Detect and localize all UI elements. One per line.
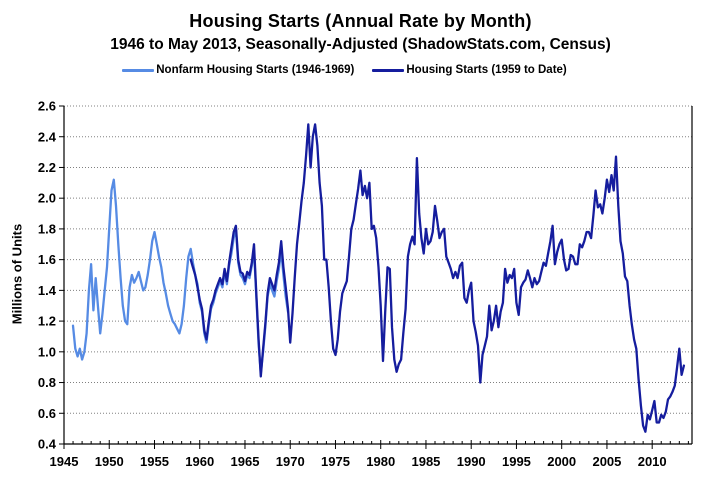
svg-text:1.2: 1.2 xyxy=(38,314,56,329)
legend-line-swatch-nonfarm xyxy=(122,68,155,72)
legend-item-nonfarm: Nonfarm Housing Starts (1946-1969) xyxy=(122,64,354,76)
svg-text:1985: 1985 xyxy=(411,454,440,469)
svg-text:2.2: 2.2 xyxy=(38,160,56,175)
svg-text:1975: 1975 xyxy=(321,454,350,469)
svg-text:1955: 1955 xyxy=(140,454,169,469)
svg-text:1945: 1945 xyxy=(50,454,79,469)
svg-text:1970: 1970 xyxy=(276,454,305,469)
svg-text:1995: 1995 xyxy=(502,454,531,469)
svg-text:2.0: 2.0 xyxy=(38,191,56,206)
legend-label-nonfarm: Nonfarm Housing Starts (1946-1969) xyxy=(156,64,355,76)
chart-subtitle: 1946 to May 2013, Seasonally-Adjusted (S… xyxy=(110,36,611,53)
svg-text:2.4: 2.4 xyxy=(38,129,57,144)
series-line-housing xyxy=(189,123,686,433)
svg-text:1.6: 1.6 xyxy=(38,252,56,267)
svg-text:2.6: 2.6 xyxy=(38,99,56,114)
legend-item-housing: Housing Starts (1959 to Date) xyxy=(372,64,567,76)
svg-text:1990: 1990 xyxy=(457,454,486,469)
axes xyxy=(59,105,693,449)
svg-text:1.8: 1.8 xyxy=(38,221,56,236)
chart-title: Housing Starts (Annual Rate by Month) xyxy=(189,11,532,31)
svg-text:2005: 2005 xyxy=(592,454,621,469)
svg-text:1965: 1965 xyxy=(231,454,260,469)
svg-text:2000: 2000 xyxy=(547,454,576,469)
svg-text:0.8: 0.8 xyxy=(38,375,56,390)
svg-text:1.4: 1.4 xyxy=(38,283,57,298)
svg-text:1950: 1950 xyxy=(95,454,124,469)
legend-label-housing: Housing Starts (1959 to Date) xyxy=(406,64,567,76)
axis-tick-labels: 0.4 0.6 0.8 1.0 1.2 1.4 1.6 1.8 2.0 2.2 2.4 2.6 1945… xyxy=(38,99,667,469)
svg-text:1.0: 1.0 xyxy=(38,344,56,359)
chart-legend: Nonfarm Housing Starts (1946-1969) Housi… xyxy=(0,64,705,76)
svg-text:0.4: 0.4 xyxy=(38,437,57,452)
svg-text:0.6: 0.6 xyxy=(38,406,56,421)
svg-text:1960: 1960 xyxy=(185,454,214,469)
svg-text:2010: 2010 xyxy=(638,454,667,469)
svg-text:1980: 1980 xyxy=(366,454,395,469)
legend-line-swatch-housing xyxy=(372,68,405,72)
